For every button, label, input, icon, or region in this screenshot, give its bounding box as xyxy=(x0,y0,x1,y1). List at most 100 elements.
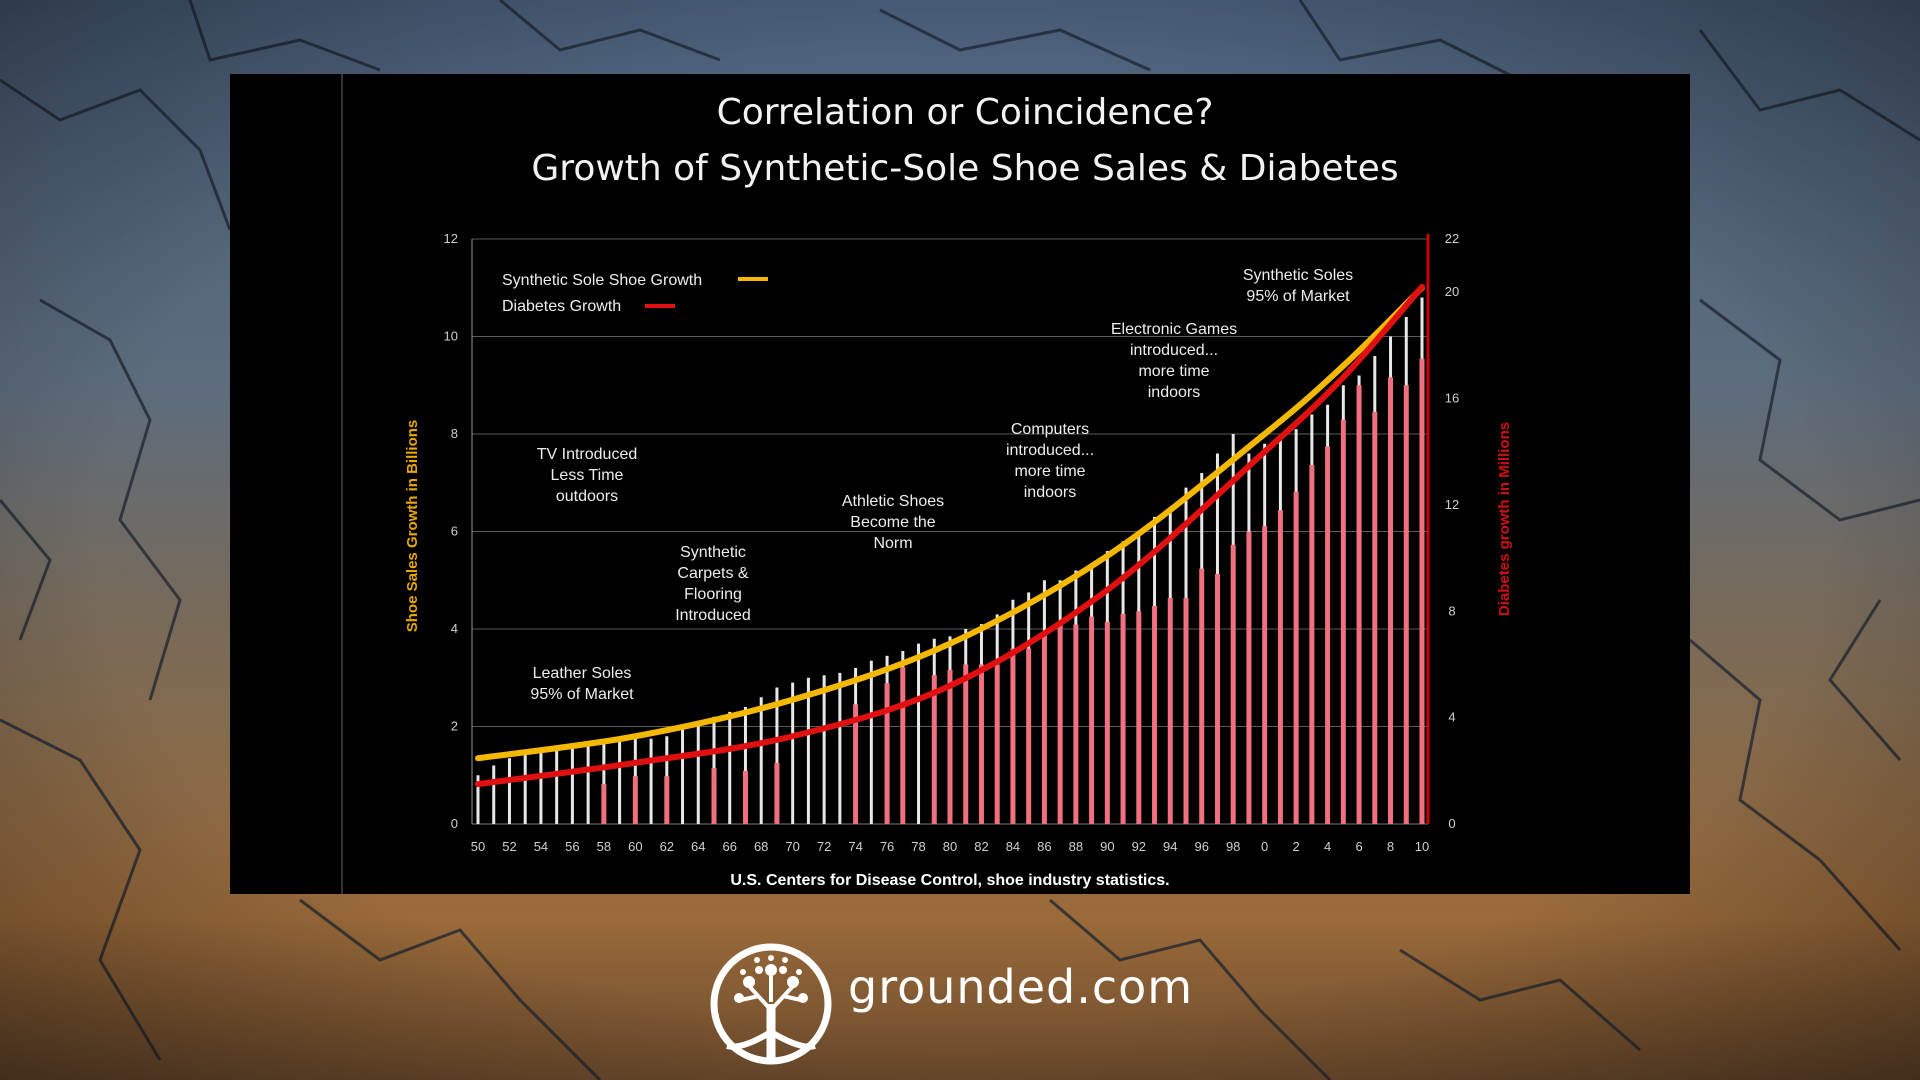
diabetes-bar xyxy=(994,664,1000,824)
diabetes-bar xyxy=(774,762,780,824)
annotation-line: indoors xyxy=(1148,384,1200,401)
annotation-line: introduced... xyxy=(1130,342,1218,359)
shoe-bar xyxy=(822,675,826,824)
annotation: Athletic Shoes Become the Norm xyxy=(842,493,944,552)
diabetes-bar xyxy=(1230,544,1236,824)
diabetes-bar xyxy=(1246,531,1252,824)
shoe-bar xyxy=(838,672,842,824)
shoe-bar xyxy=(555,746,559,824)
shoe-bar xyxy=(759,697,763,824)
x-tick-label: 58 xyxy=(597,839,611,854)
right-tick-label: 8 xyxy=(1448,603,1455,618)
right-tick-label: 0 xyxy=(1448,816,1455,831)
trend-lines xyxy=(475,283,1425,788)
diabetes-growth-line xyxy=(475,283,1425,788)
shoe-bar xyxy=(602,741,606,824)
annotation-line: Carpets & xyxy=(677,565,748,582)
shoe-bar xyxy=(649,738,653,824)
shoe-bar xyxy=(523,753,527,824)
x-tick-label: 84 xyxy=(1006,839,1020,854)
diabetes-bar xyxy=(1277,510,1283,824)
x-tick-label: 90 xyxy=(1100,839,1114,854)
shoe-bar xyxy=(492,765,496,824)
diabetes-bar xyxy=(853,704,859,824)
x-tick-label: 56 xyxy=(565,839,579,854)
left-tick-label: 0 xyxy=(451,816,458,831)
diabetes-bar xyxy=(1026,648,1032,824)
annotation-line: Athletic Shoes xyxy=(842,493,944,510)
diabetes-bar xyxy=(1183,597,1189,824)
annotation-line: TV Introduced xyxy=(537,446,638,463)
diabetes-bar xyxy=(1057,624,1063,824)
diabetes-bar xyxy=(1293,491,1299,824)
legend: Synthetic Sole Shoe Growth Diabetes Grow… xyxy=(502,272,768,315)
shoe-bar xyxy=(539,748,543,824)
diabetes-bar xyxy=(884,683,890,824)
annotation-line: more time xyxy=(1138,363,1209,380)
diabetes-bar xyxy=(601,784,607,824)
chart-panel: Correlation or Coincidence? Growth of Sy… xyxy=(230,74,1690,894)
x-tick-label: 86 xyxy=(1037,839,1051,854)
right-tick-label: 4 xyxy=(1448,710,1455,725)
diabetes-bar xyxy=(1356,385,1362,824)
x-tick-label: 2 xyxy=(1293,839,1300,854)
diabetes-bar xyxy=(1199,568,1205,824)
x-tick-label: 6 xyxy=(1355,839,1362,854)
x-tick-label: 94 xyxy=(1163,839,1177,854)
x-tick-label: 64 xyxy=(691,839,705,854)
diabetes-bar xyxy=(1120,613,1126,824)
annotation-line: Become the xyxy=(850,514,935,531)
annotation-line: Computers xyxy=(1011,421,1089,438)
x-tick-label: 92 xyxy=(1132,839,1146,854)
shoe-growth-line xyxy=(475,284,1425,762)
shoe-bar xyxy=(476,775,480,824)
right-tick-label: 22 xyxy=(1445,231,1459,246)
annotation-line: Less Time xyxy=(551,467,624,484)
diabetes-bar xyxy=(900,667,906,824)
x-tick-label: 76 xyxy=(880,839,894,854)
chart-title-line-1: Correlation or Coincidence? xyxy=(717,92,1214,133)
annotation-line: more time xyxy=(1014,463,1085,480)
x-axis-ticks: 50 52 54 56 58 60 62 64 66 68 70 72 74 76 78 80 82 84 86 88… xyxy=(471,839,1429,854)
x-tick-label: 70 xyxy=(785,839,799,854)
x-tick-label: 4 xyxy=(1324,839,1331,854)
diabetes-bar xyxy=(1325,446,1331,824)
annotation: TV Introduced Less Time outdoors xyxy=(537,446,638,505)
right-tick-label: 16 xyxy=(1445,391,1459,406)
right-axis-label: Diabetes growth in Millions xyxy=(1496,422,1513,616)
x-tick-label: 96 xyxy=(1194,839,1208,854)
annotation-line: Flooring xyxy=(684,586,742,603)
x-tick-label: 72 xyxy=(817,839,831,854)
x-tick-label: 74 xyxy=(848,839,862,854)
legend-label-shoe: Synthetic Sole Shoe Growth xyxy=(502,272,702,289)
diabetes-bar xyxy=(1167,597,1173,824)
annotation-line: 95% of Market xyxy=(1246,288,1350,305)
annotation-line: Synthetic Soles xyxy=(1243,267,1353,284)
diabetes-bar xyxy=(1340,419,1346,824)
shoe-bar xyxy=(791,682,795,824)
right-tick-label: 20 xyxy=(1445,284,1459,299)
left-tick-label: 8 xyxy=(451,426,458,441)
annotation: Computers introduced... more time indoors xyxy=(1006,421,1094,501)
diabetes-bar xyxy=(1152,605,1158,824)
annotation-line: Norm xyxy=(873,535,912,552)
x-tick-label: 8 xyxy=(1387,839,1394,854)
x-tick-label: 10 xyxy=(1415,839,1429,854)
diabetes-bar xyxy=(1388,377,1394,824)
shoe-bar xyxy=(586,741,590,824)
left-tick-label: 6 xyxy=(451,524,458,539)
x-tick-label: 68 xyxy=(754,839,768,854)
right-axis-ticks: 0 4 8 12 16 20 22 xyxy=(1445,231,1459,831)
diabetes-bar xyxy=(1136,611,1142,824)
annotation-line: introduced... xyxy=(1006,442,1094,459)
legend-label-diabetes: Diabetes Growth xyxy=(502,298,621,315)
diabetes-bar xyxy=(632,776,638,824)
annotation-line: Synthetic xyxy=(680,544,746,561)
diabetes-bar xyxy=(1010,648,1016,824)
source-caption: U.S. Centers for Disease Control, shoe i… xyxy=(730,872,1169,889)
diabetes-bar xyxy=(1372,411,1378,824)
shoe-bar xyxy=(507,758,511,824)
diabetes-bar xyxy=(1262,526,1268,824)
annotation-line: indoors xyxy=(1024,484,1076,501)
brand-logo xyxy=(710,943,832,1065)
